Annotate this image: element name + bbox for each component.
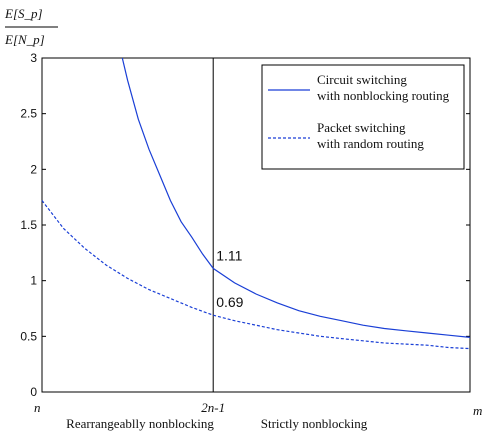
legend-box — [261, 64, 465, 170]
legend-label: Packet switching — [317, 120, 406, 135]
y-tick-label: 1 — [30, 274, 37, 288]
region-label: Rearrangeablly nonblocking — [66, 416, 214, 431]
x-axis-label: m — [473, 403, 482, 418]
y-ticks: 0 0.5 1 1.5 2 2.5 3 — [20, 51, 470, 399]
y-label-denominator: E[N_p] — [4, 32, 45, 47]
x-marker-label: 2n-1 — [201, 400, 225, 415]
y-tick-label: 1.5 — [20, 218, 37, 232]
packet-switching-line — [41, 200, 471, 350]
axis-labels: E[S_p] E[N_p]n 2n-1 m Rearrangeablly nonbloc… — [4, 6, 482, 431]
y-tick-label: 0.5 — [20, 329, 37, 343]
y-tick-label: 2.5 — [20, 107, 37, 121]
legend-label: Circuit switching — [317, 72, 407, 87]
x-marker-label: n — [34, 400, 41, 415]
legend-label: with nonblocking routing — [317, 88, 450, 103]
annotation-layer: 1.11 0.69 — [216, 247, 243, 310]
y-tick-label: 3 — [30, 51, 37, 65]
circuit-switching-line — [121, 57, 471, 338]
series-layer — [41, 57, 471, 350]
y-label-numerator: E[S_p] — [4, 6, 43, 21]
value-annotation: 0.69 — [216, 294, 243, 310]
value-annotation: 1.11 — [216, 247, 242, 263]
y-tick-label: 2 — [30, 162, 37, 176]
y-tick-label: 0 — [30, 385, 37, 399]
legend-label: with random routing — [317, 136, 424, 151]
region-label: Strictly nonblocking — [261, 416, 368, 431]
